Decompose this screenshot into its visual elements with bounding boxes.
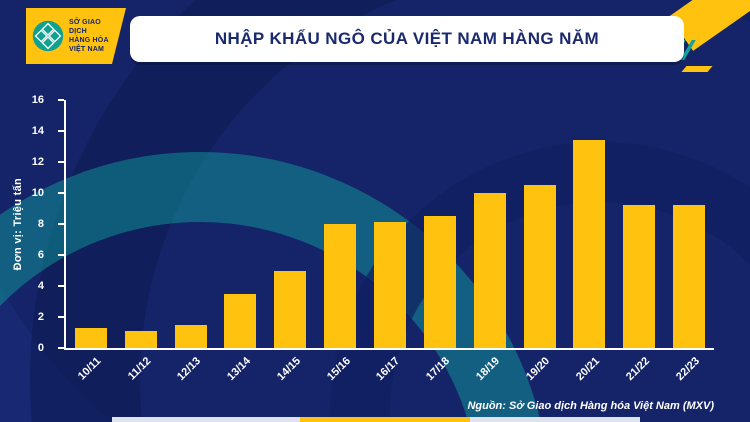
- y-tick-mark: [58, 223, 64, 225]
- mxv-logo-panel: SỞ GIAO DỊCH HÀNG HÓA VIỆT NAM: [26, 8, 126, 64]
- y-tick-mark: [58, 130, 64, 132]
- x-tick-label: 22/23: [673, 355, 702, 383]
- y-tick-label: 4: [37, 280, 44, 292]
- bar-group-22/23: 22/23: [664, 100, 714, 383]
- bar-20/21: [573, 140, 606, 348]
- x-tick-label: 14/15: [274, 355, 303, 383]
- y-tick-label: 0: [37, 342, 44, 354]
- y-tick-mark: [58, 192, 64, 194]
- bar-group-13/14: 13/14: [216, 100, 266, 383]
- x-tick-label: 19/20: [524, 355, 553, 383]
- bar-17/18: [423, 216, 456, 348]
- source-credit: Nguồn: Sở Giao dịch Hàng hóa Việt Nam (M…: [467, 400, 714, 412]
- y-tick-label: 6: [37, 249, 44, 261]
- bottom-yellow-strip: [300, 417, 470, 422]
- bar-group-11/12: 11/12: [116, 100, 166, 383]
- bar-group-15/16: 15/16: [315, 100, 365, 383]
- bar-group-17/18: 17/18: [415, 100, 465, 383]
- y-tick-mark: [58, 161, 64, 163]
- y-tick-label: 2: [37, 311, 44, 323]
- x-tick-label: 17/18: [424, 355, 453, 383]
- y-axis-tick-labels: 0 2 4 6 8 10 12 14 16: [0, 94, 56, 354]
- bar-14/15: [274, 270, 307, 348]
- bar-group-10/11: 10/11: [66, 100, 116, 383]
- mxv-logo-icon: [32, 20, 64, 52]
- bar-group-16/17: 16/17: [365, 100, 415, 383]
- chart-title: NHẬP KHẨU NGÔ CỦA VIỆT NAM HÀNG NĂM: [214, 29, 600, 48]
- bar-21/22: [623, 205, 656, 348]
- bar-10/11: [74, 327, 107, 348]
- y-tick-mark: [58, 285, 64, 287]
- mxv-logo-text: SỞ GIAO DỊCH HÀNG HÓA VIỆT NAM: [69, 18, 109, 54]
- bar-12/13: [174, 324, 207, 348]
- x-tick-label: 21/22: [623, 355, 652, 383]
- y-tick-mark: [58, 99, 64, 101]
- bar-group-20/21: 20/21: [564, 100, 614, 383]
- y-tick-label: 16: [31, 94, 44, 106]
- x-tick-label: 10/11: [75, 355, 104, 383]
- bar-15/16: [324, 224, 357, 348]
- y-tick-mark: [58, 316, 64, 318]
- bar-22/23: [673, 205, 706, 348]
- bar-18/19: [473, 193, 506, 348]
- bar-16/17: [373, 222, 406, 348]
- y-tick-label: 8: [37, 218, 44, 230]
- x-tick-label: 11/12: [125, 355, 154, 383]
- x-tick-label: 13/14: [224, 355, 253, 383]
- bar-series: 10/11 11/12 12/13 13/14 14/15 15/16 16/17 17/18…: [66, 100, 714, 383]
- bar-group-18/19: 18/19: [465, 100, 515, 383]
- x-tick-label: 16/17: [374, 355, 403, 383]
- bar-group-21/22: 21/22: [614, 100, 664, 383]
- x-tick-label: 12/13: [175, 355, 204, 383]
- y-tick-label: 14: [31, 125, 44, 137]
- plot-area: 10/11 11/12 12/13 13/14 14/15 15/16 16/17 17/18…: [58, 99, 714, 383]
- x-tick-label: 15/16: [324, 355, 353, 383]
- x-tick-label: 20/21: [573, 355, 602, 383]
- x-tick-label: 18/19: [474, 355, 503, 383]
- bar-group-19/20: 19/20: [515, 100, 565, 383]
- bar-13/14: [224, 293, 257, 348]
- y-tick-mark: [58, 254, 64, 256]
- bar-19/20: [523, 185, 556, 348]
- yellow-slash-decoration: [681, 66, 713, 72]
- y-tick-label: 10: [31, 187, 44, 199]
- title-banner: NHẬP KHẨU NGÔ CỦA VIỆT NAM HÀNG NĂM: [130, 16, 684, 62]
- y-tick-label: 12: [31, 156, 44, 168]
- bar-group-14/15: 14/15: [265, 100, 315, 383]
- bar-11/12: [124, 330, 157, 348]
- bar-group-12/13: 12/13: [166, 100, 216, 383]
- y-tick-mark: [58, 347, 64, 349]
